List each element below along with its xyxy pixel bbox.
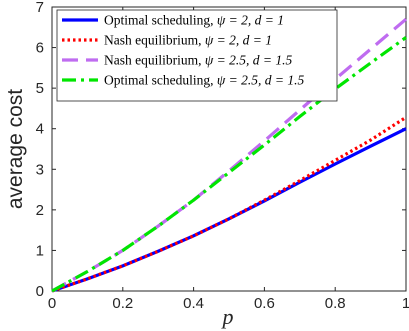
legend-box: [56, 9, 338, 102]
y-tick-label: 0: [36, 283, 44, 300]
y-tick-label: 6: [36, 40, 44, 57]
y-tick-label: 4: [36, 121, 44, 138]
legend-label: Nash equilibrium,: [104, 33, 205, 48]
legend-params: ψ = 2, d = 1: [217, 13, 284, 28]
legend-label: Optimal scheduling,: [104, 13, 217, 28]
legend-entry-2: Nash equilibrium, ψ = 2, d = 1: [104, 33, 272, 48]
y-tick-label: 1: [36, 242, 44, 259]
series-line-3: [51, 17, 408, 293]
y-tick-label: 3: [36, 161, 44, 178]
legend-entry-1: Optimal scheduling, ψ = 2, d = 1: [104, 13, 284, 28]
legend-label: Nash equilibrium,: [104, 53, 205, 68]
legend-entry-3: Nash equilibrium, ψ = 2.5, d = 1.5: [104, 53, 292, 68]
y-tick-label: 2: [36, 202, 44, 219]
y-tick-label: 7: [36, 0, 44, 16]
series-lines: [51, 17, 408, 293]
legend-label: Optimal scheduling,: [104, 73, 217, 88]
legend-entry-4: Optimal scheduling, ψ = 2.5, d = 1.5: [104, 73, 304, 88]
y-axis-label: average cost: [4, 89, 27, 209]
x-axis-label: p: [221, 304, 234, 329]
y-axis-ticks: 0 1 2 3 4 5 6 7: [36, 0, 406, 300]
x-tick-label: 0: [48, 295, 56, 312]
legend-params: ψ = 2, d = 1: [205, 33, 272, 48]
series-line-4: [51, 36, 407, 293]
x-tick-label: 0.2: [112, 295, 133, 312]
y-tick-label: 5: [36, 80, 44, 97]
series-line-2: [51, 116, 407, 293]
legend-params: ψ = 2.5, d = 1.5: [205, 53, 293, 68]
x-tick-label: 0.6: [254, 295, 275, 312]
x-tick-label: 0.4: [183, 295, 204, 312]
legend-params: ψ = 2.5, d = 1.5: [217, 73, 305, 88]
x-axis-ticks: 0 0.2 0.4 0.6 0.8 1: [48, 7, 409, 312]
x-tick-label: 0.8: [325, 295, 346, 312]
x-tick-label: 1: [402, 295, 409, 312]
